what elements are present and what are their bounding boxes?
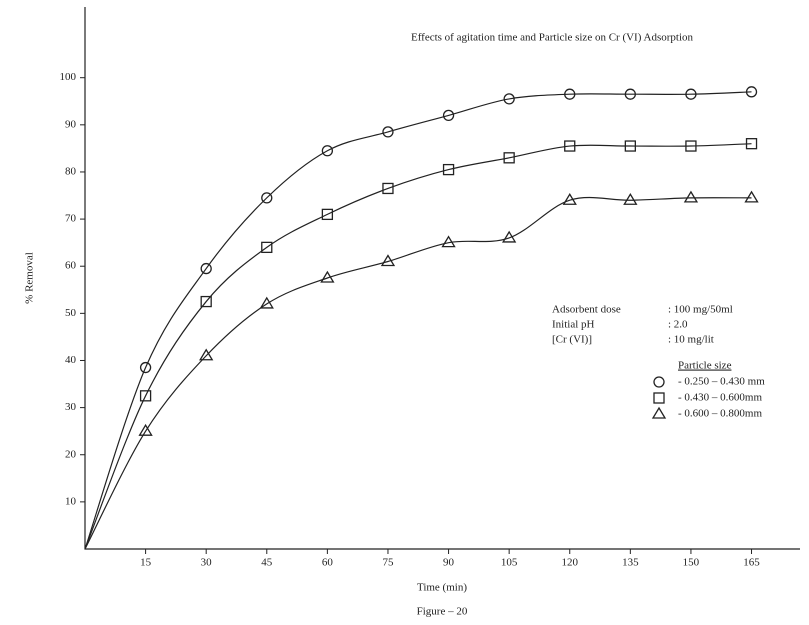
marker	[199, 348, 214, 361]
x-tick-label: 120	[561, 557, 578, 569]
marker	[382, 182, 394, 195]
y-axis-label: % Removal	[24, 252, 36, 304]
series-line	[84, 143, 752, 550]
y-tick-label: 50	[65, 307, 77, 319]
marker	[562, 192, 577, 205]
condition-value: : 10 mg/lit	[668, 334, 714, 346]
marker	[745, 138, 758, 150]
x-tick-label: 90	[443, 557, 455, 569]
marker	[564, 140, 576, 152]
marker	[502, 230, 517, 243]
y-tick-label: 80	[65, 165, 77, 177]
y-tick-label: 100	[60, 71, 77, 83]
x-tick-label: 165	[743, 557, 760, 569]
marker	[744, 190, 759, 203]
marker	[139, 361, 152, 374]
marker	[623, 192, 638, 205]
y-tick-label: 10	[65, 495, 77, 507]
x-tick-label: 30	[201, 557, 213, 569]
x-tick-label: 135	[622, 557, 639, 569]
marker	[261, 192, 273, 204]
x-axis-label: Time (min)	[417, 582, 467, 594]
marker	[380, 254, 396, 267]
legend-title: Particle size	[678, 360, 732, 372]
legend-marker	[651, 406, 667, 419]
marker	[321, 145, 334, 157]
marker	[442, 109, 455, 122]
condition-value: : 100 mg/50ml	[668, 304, 733, 316]
marker	[320, 270, 335, 283]
series-line	[84, 196, 752, 550]
condition-label: [Cr (VI)]	[552, 334, 592, 346]
marker	[441, 235, 456, 248]
marker	[624, 88, 636, 100]
marker	[200, 262, 212, 275]
marker	[442, 163, 455, 176]
marker	[564, 88, 576, 100]
y-tick-label: 90	[65, 118, 77, 130]
y-tick-label: 40	[65, 354, 77, 366]
y-tick-label: 30	[65, 401, 77, 413]
condition-value: : 2.0	[668, 319, 688, 331]
marker	[503, 93, 515, 105]
axes	[84, 7, 800, 550]
x-tick-label: 15	[140, 557, 152, 569]
x-tick-label: 150	[683, 557, 700, 569]
chart-title: Effects of agitation time and Particle s…	[411, 32, 694, 44]
y-tick-label: 60	[65, 260, 77, 272]
marker	[685, 140, 697, 152]
x-tick-label: 75	[382, 557, 394, 569]
marker	[745, 86, 758, 98]
marker	[259, 296, 274, 309]
legend-marker	[653, 392, 665, 404]
marker	[685, 88, 697, 100]
marker	[382, 126, 394, 138]
marker	[624, 140, 636, 152]
marker	[321, 208, 334, 221]
marker	[503, 152, 515, 164]
x-tick-label: 60	[322, 557, 334, 569]
legend-marker	[653, 376, 665, 388]
legend-label: - 0.430 – 0.600mm	[678, 392, 762, 404]
figure-caption: Figure – 20	[417, 606, 468, 618]
condition-label: Initial pH	[552, 319, 595, 331]
marker	[139, 390, 152, 402]
marker	[138, 423, 153, 436]
condition-label: Adsorbent dose	[552, 304, 621, 316]
series-line	[84, 91, 752, 550]
y-tick-label: 70	[65, 213, 77, 225]
y-tick-label: 20	[65, 448, 77, 460]
marker	[683, 190, 699, 203]
x-tick-label: 45	[261, 557, 273, 569]
x-tick-label: 105	[501, 557, 518, 569]
marker	[261, 241, 273, 254]
marker	[200, 295, 212, 308]
legend-label: - 0.600 – 0.800mm	[678, 408, 762, 420]
legend-label: - 0.250 – 0.430 mm	[678, 376, 765, 388]
